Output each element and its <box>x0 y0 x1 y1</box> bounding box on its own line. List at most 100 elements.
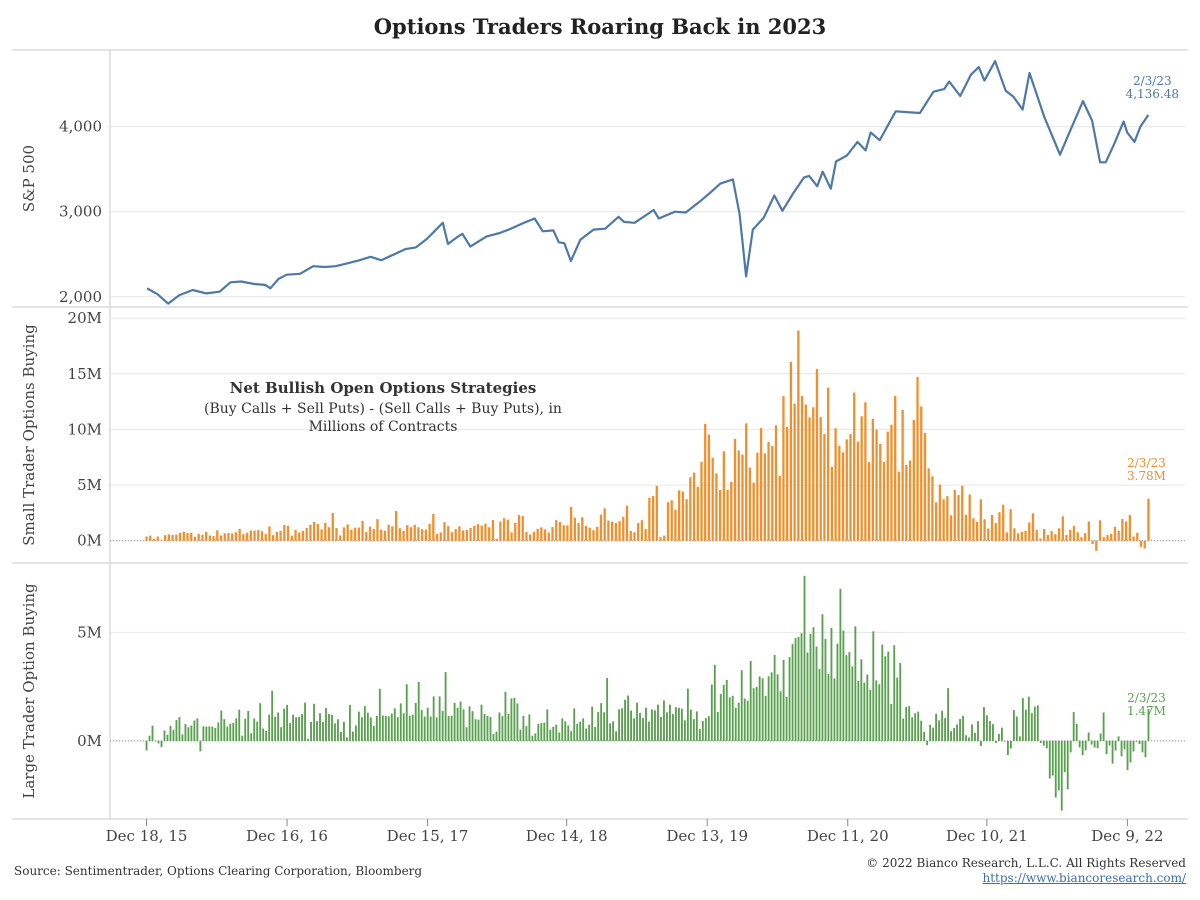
large-bar <box>896 677 899 741</box>
small-bar <box>324 522 327 541</box>
small-bar <box>1102 537 1105 541</box>
large-bar <box>372 725 375 741</box>
large-bar <box>734 707 737 741</box>
large-bar <box>683 720 686 741</box>
small-bar <box>406 525 409 541</box>
small-bar <box>346 524 349 541</box>
large-bar <box>1111 740 1114 764</box>
small-bar <box>681 491 685 541</box>
small-bar <box>856 441 860 541</box>
large-bar <box>1114 740 1117 751</box>
large-bar <box>1132 740 1135 752</box>
large-bar <box>677 707 680 741</box>
large-bar <box>295 717 297 741</box>
large-bar <box>779 691 782 741</box>
large-bar <box>857 680 860 741</box>
small-bar <box>614 523 617 541</box>
large-bar <box>917 711 920 741</box>
large-bar <box>851 666 854 741</box>
large-bar <box>588 724 591 741</box>
large-bar <box>1021 698 1024 741</box>
large-bar <box>660 717 662 741</box>
small-bar <box>439 532 442 541</box>
large-bar <box>666 712 668 741</box>
large-bar <box>184 723 187 741</box>
small-bar <box>1039 538 1042 541</box>
large-bar <box>426 707 429 741</box>
large-bar <box>821 614 824 741</box>
large-bar <box>878 684 881 741</box>
large-bar <box>1099 733 1102 741</box>
large-bar <box>645 707 647 741</box>
small-bar <box>659 537 662 541</box>
small-bar <box>152 538 156 541</box>
website-link[interactable]: https://www.biancoresearch.com/ <box>982 871 1186 885</box>
small-bar <box>342 527 346 541</box>
large-bar <box>1129 740 1132 763</box>
large-bar <box>908 706 911 741</box>
large-bar <box>716 712 719 741</box>
large-bar <box>217 722 220 741</box>
large-bar <box>253 718 256 741</box>
small-bar <box>447 526 450 541</box>
large-bar <box>328 714 330 741</box>
large-bar <box>1009 740 1012 749</box>
large-bar <box>932 727 935 741</box>
small-bar <box>771 445 774 541</box>
large-bar <box>788 657 791 741</box>
large-bar <box>471 711 474 741</box>
small-bar <box>663 535 666 541</box>
large-bar <box>510 698 513 741</box>
small-bar <box>361 520 364 541</box>
small-bar <box>383 530 387 541</box>
small-bar <box>1065 534 1068 541</box>
large-bar <box>1108 740 1111 746</box>
sp500-tick-label: 3,000 <box>59 203 102 221</box>
large-bar <box>633 718 635 741</box>
small-bar <box>268 526 271 541</box>
large-bar <box>196 718 199 741</box>
large-bar <box>959 718 961 741</box>
large-bar <box>965 735 967 741</box>
large-bar <box>1006 740 1009 755</box>
large-bar <box>375 715 378 741</box>
large-bar <box>722 684 725 741</box>
small-bar <box>979 499 982 541</box>
large-bar <box>1051 740 1054 776</box>
small-bar <box>350 529 353 541</box>
large-bar <box>663 700 665 741</box>
large-bar <box>591 706 594 741</box>
large-bar <box>866 674 869 741</box>
small-bar <box>596 526 599 541</box>
small-bar <box>312 521 316 541</box>
small-bar <box>156 536 159 541</box>
annotation-line-1: (Buy Calls + Sell Puts) - (Sell Calls + … <box>204 401 562 417</box>
large-bar <box>486 715 489 741</box>
large-bar <box>160 740 163 748</box>
small-bar <box>149 535 152 541</box>
large-bar <box>899 663 902 741</box>
small-bar <box>867 462 871 541</box>
large-bar <box>980 740 982 746</box>
large-bar <box>334 723 336 741</box>
small-bar <box>711 457 714 541</box>
small-bar <box>387 524 390 541</box>
x-axis: Dec 18, 15 Dec 16, 16 Dec 15, 17 Dec 14, 18… <box>106 819 1164 845</box>
x-tick-label: Dec 13, 19 <box>666 827 748 845</box>
large-bar <box>812 627 815 741</box>
small-bar <box>897 471 901 541</box>
large-bar <box>830 627 833 741</box>
small-bar <box>305 528 308 541</box>
large-bar <box>746 700 749 741</box>
large-bar <box>298 716 300 741</box>
small-bar <box>432 513 435 541</box>
large-bar <box>450 715 453 741</box>
large-bar <box>166 734 169 741</box>
large-bar <box>761 678 764 741</box>
large-bar <box>600 703 603 741</box>
large-bar <box>785 696 788 741</box>
small-bar <box>558 521 562 541</box>
small-bar <box>186 532 189 541</box>
large-bar <box>289 723 292 741</box>
small-bar <box>1061 516 1064 541</box>
